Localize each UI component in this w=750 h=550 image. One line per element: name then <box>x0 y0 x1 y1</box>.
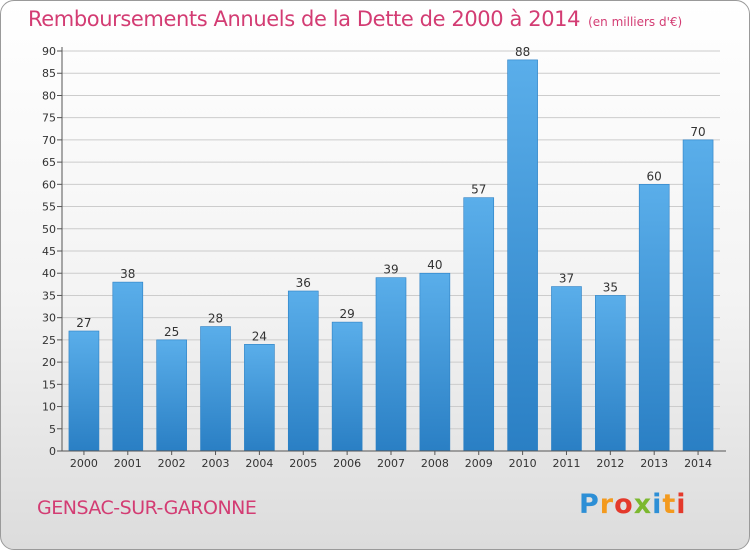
value-labels: 27 38 25 28 24 36 29 39 40 57 88 37 35 60 70 <box>76 45 705 343</box>
data-label: 40 <box>427 258 442 272</box>
chart-title-text: Remboursements Annuels de la Dette de 20… <box>28 7 581 31</box>
bar <box>419 272 451 452</box>
y-tick-label: 60 <box>42 178 56 191</box>
y-tick-label: 85 <box>42 67 56 80</box>
y-tick-label: 25 <box>42 334 56 347</box>
y-tick-label: 15 <box>42 378 56 391</box>
data-label: 35 <box>603 280 618 294</box>
data-label: 28 <box>208 312 223 326</box>
y-tick-label: 80 <box>42 89 56 102</box>
y-tick-label: 40 <box>42 267 56 280</box>
x-tick-label: 2001 <box>114 457 142 470</box>
chart-unit: (en milliers d'€) <box>588 15 683 29</box>
chart-title: Remboursements Annuels de la Dette de 20… <box>28 7 682 31</box>
x-tick-label: 2000 <box>70 457 98 470</box>
x-tick-label: 2010 <box>509 457 537 470</box>
bar <box>507 59 538 452</box>
x-tick-label: 2007 <box>377 457 405 470</box>
x-tick-label: 2006 <box>333 457 361 470</box>
y-tick-label: 50 <box>42 223 56 236</box>
data-label: 57 <box>471 183 486 197</box>
y-tick-label: 0 <box>49 445 56 458</box>
bar <box>331 321 363 452</box>
y-tick-label: 35 <box>42 289 56 302</box>
x-tick-label: 2013 <box>640 457 668 470</box>
data-label: 39 <box>383 263 398 277</box>
data-label: 29 <box>339 307 354 321</box>
y-tick-label: 45 <box>42 245 56 258</box>
bar <box>638 184 670 452</box>
x-tick-label: 2005 <box>289 457 317 470</box>
bar <box>68 330 100 452</box>
bar <box>551 286 582 452</box>
y-axis-ticks: 0 5 10 15 20 25 30 35 40 45 50 55 60 65 70 75 80 85 90 <box>42 45 62 458</box>
x-tick-label: 2014 <box>684 457 712 470</box>
x-tick-label: 2012 <box>596 457 624 470</box>
x-tick-label: 2011 <box>552 457 580 470</box>
y-tick-label: 90 <box>42 45 56 58</box>
y-tick-label: 10 <box>42 401 56 414</box>
data-label: 38 <box>120 267 135 281</box>
bar <box>112 281 144 452</box>
y-tick-label: 70 <box>42 134 56 147</box>
town-name: GENSAC-SUR-GARONNE <box>37 497 257 519</box>
proxiti-logo: Proxiti <box>579 489 687 520</box>
y-tick-label: 30 <box>42 312 56 325</box>
data-label: 60 <box>647 169 662 183</box>
x-tick-label: 2009 <box>465 457 493 470</box>
data-label: 27 <box>76 316 91 330</box>
bar <box>287 290 319 452</box>
data-label: 37 <box>559 272 574 286</box>
bar <box>244 344 275 452</box>
data-label: 70 <box>690 125 705 139</box>
bar <box>375 277 407 452</box>
bar <box>200 326 231 452</box>
x-axis-ticks: 2000 2001 2002 2003 2004 2005 2006 2007 2008 2009… <box>70 451 712 470</box>
x-tick-label: 2003 <box>202 457 230 470</box>
bar <box>156 339 187 452</box>
y-tick-label: 20 <box>42 356 56 369</box>
data-label: 88 <box>515 45 530 59</box>
bars <box>68 59 714 452</box>
y-tick-label: 55 <box>42 201 56 214</box>
x-tick-label: 2002 <box>158 457 186 470</box>
data-label: 36 <box>296 276 311 290</box>
y-tick-label: 65 <box>42 156 56 169</box>
data-label: 25 <box>164 325 179 339</box>
data-label: 24 <box>252 329 267 343</box>
y-tick-label: 5 <box>49 423 56 436</box>
bar <box>682 139 714 452</box>
x-tick-label: 2008 <box>421 457 449 470</box>
y-tick-label: 75 <box>42 112 56 125</box>
x-tick-label: 2004 <box>245 457 273 470</box>
bar <box>463 197 495 452</box>
axes <box>61 47 726 452</box>
bar <box>595 295 626 452</box>
